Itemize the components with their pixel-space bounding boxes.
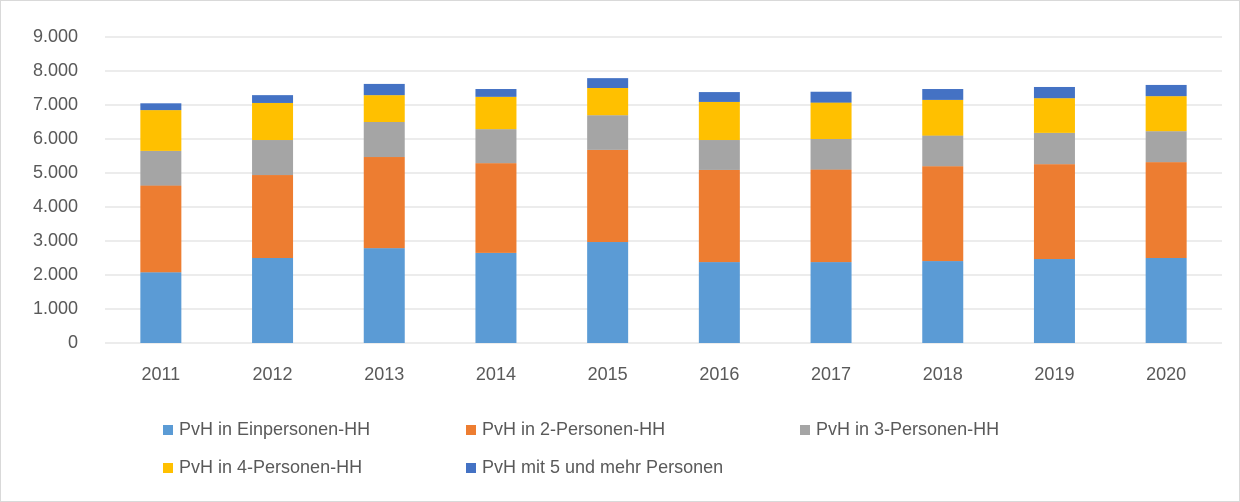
bar-segment bbox=[1145, 96, 1187, 132]
legend-label: PvH in 3-Personen-HH bbox=[816, 419, 999, 439]
x-tick-label: 2012 bbox=[253, 364, 293, 384]
bar-segment bbox=[1145, 84, 1187, 97]
bar-segment bbox=[698, 101, 740, 141]
bar-segment bbox=[1033, 259, 1075, 343]
y-tick-label: 1.000 bbox=[33, 298, 78, 318]
y-tick-label: 0 bbox=[68, 332, 78, 352]
bar-segment bbox=[1145, 162, 1187, 258]
legend-label: PvH in Einpersonen-HH bbox=[179, 419, 370, 439]
bar-segment bbox=[252, 95, 294, 103]
bar-segment bbox=[698, 140, 740, 170]
y-tick-label: 6.000 bbox=[33, 128, 78, 148]
bar-segment bbox=[1145, 131, 1187, 163]
bar-segment bbox=[252, 175, 294, 258]
legend-label: PvH in 4-Personen-HH bbox=[179, 457, 362, 477]
bar-segment bbox=[140, 103, 182, 111]
legend-swatch bbox=[466, 425, 476, 435]
x-tick-label: 2014 bbox=[476, 364, 516, 384]
bar-segment bbox=[475, 129, 517, 164]
bar-segment bbox=[140, 185, 182, 273]
bar-segment bbox=[363, 95, 405, 122]
bar-segment bbox=[698, 262, 740, 343]
x-tick-label: 2016 bbox=[699, 364, 739, 384]
bar-segment bbox=[140, 110, 182, 151]
legend-swatch bbox=[800, 425, 810, 435]
bar-segment bbox=[810, 91, 852, 103]
bar-segment bbox=[1033, 132, 1075, 165]
bar-segment bbox=[698, 92, 740, 102]
bar-segment bbox=[475, 89, 517, 97]
bar-segment bbox=[475, 252, 517, 343]
bar-segment bbox=[698, 169, 740, 263]
legend-swatch bbox=[163, 463, 173, 473]
bar-segment bbox=[810, 169, 852, 263]
bar-segment bbox=[922, 89, 964, 100]
x-tick-label: 2020 bbox=[1146, 364, 1186, 384]
bar-segment bbox=[922, 99, 964, 136]
x-tick-label: 2018 bbox=[923, 364, 963, 384]
y-tick-label: 3.000 bbox=[33, 230, 78, 250]
bar-segment bbox=[363, 83, 405, 96]
x-tick-label: 2017 bbox=[811, 364, 851, 384]
bar-segment bbox=[1033, 98, 1075, 133]
bar-segment bbox=[1033, 86, 1075, 99]
bar-segment bbox=[587, 88, 629, 116]
bar-segment bbox=[363, 248, 405, 343]
x-tick-label: 2011 bbox=[141, 364, 180, 384]
bar-segment bbox=[587, 242, 629, 343]
legend-swatch bbox=[466, 463, 476, 473]
bar-segment bbox=[922, 166, 964, 262]
bar-segment bbox=[252, 258, 294, 343]
x-tick-label: 2015 bbox=[588, 364, 628, 384]
bar-segment bbox=[587, 115, 629, 150]
bar-segment bbox=[363, 157, 405, 249]
bar-segment bbox=[587, 78, 629, 88]
bar-segment bbox=[587, 149, 629, 243]
bar-segment bbox=[475, 163, 517, 253]
y-tick-label: 8.000 bbox=[33, 60, 78, 80]
bar-segment bbox=[1033, 164, 1075, 260]
bar-segment bbox=[1145, 258, 1187, 343]
x-tick-label: 2013 bbox=[364, 364, 404, 384]
bar-segment bbox=[810, 102, 852, 139]
x-tick-label: 2019 bbox=[1034, 364, 1074, 384]
bar-segment bbox=[140, 150, 182, 186]
legend-swatch bbox=[163, 425, 173, 435]
y-tick-label: 9.000 bbox=[33, 26, 78, 46]
bar-segment bbox=[252, 140, 294, 176]
y-tick-label: 4.000 bbox=[33, 196, 78, 216]
bar-segment bbox=[252, 102, 294, 141]
bar-segment bbox=[475, 96, 517, 130]
legend-label: PvH in 2-Personen-HH bbox=[482, 419, 665, 439]
bar-segment bbox=[140, 272, 182, 343]
y-tick-label: 7.000 bbox=[33, 94, 78, 114]
legend-label: PvH mit 5 und mehr Personen bbox=[482, 457, 723, 477]
y-tick-label: 2.000 bbox=[33, 264, 78, 284]
bar-segment bbox=[810, 139, 852, 170]
bar-segment bbox=[922, 135, 964, 167]
bar-segment bbox=[810, 262, 852, 343]
y-tick-label: 5.000 bbox=[33, 162, 78, 182]
bar-segment bbox=[363, 122, 405, 158]
bar-segment bbox=[922, 261, 964, 343]
